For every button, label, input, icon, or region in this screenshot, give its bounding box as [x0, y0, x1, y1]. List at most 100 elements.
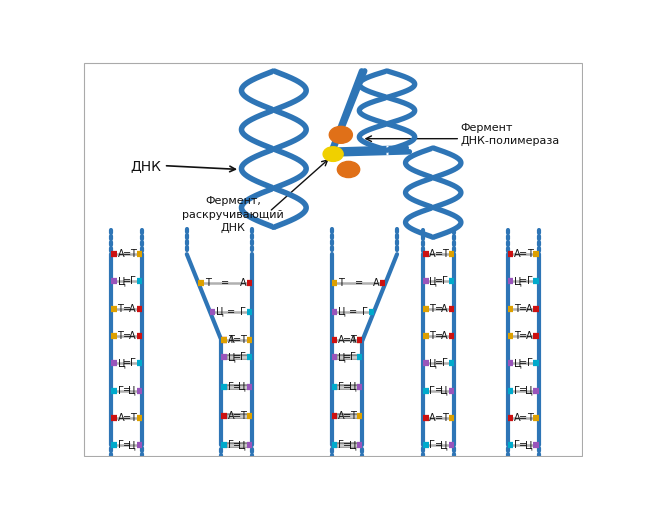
Text: Фермент
ДНК-полимераза: Фермент ДНК-полимераза — [460, 123, 560, 146]
Text: Г: Г — [526, 358, 532, 369]
Text: Т: Т — [338, 278, 344, 288]
Text: Т: Т — [430, 304, 436, 314]
Ellipse shape — [337, 161, 359, 177]
Text: А: А — [239, 278, 246, 288]
Text: Ц: Ц — [440, 440, 448, 450]
Text: А: А — [514, 249, 521, 259]
Text: А: А — [118, 249, 124, 259]
Text: =: = — [519, 304, 527, 314]
Text: Т: Т — [350, 411, 356, 421]
Text: =: = — [123, 277, 131, 286]
Text: =: = — [343, 381, 351, 392]
Text: =: = — [435, 413, 443, 423]
Text: Т: Т — [205, 278, 211, 288]
Text: А: А — [129, 331, 136, 341]
Text: =: = — [519, 331, 527, 341]
Text: Т: Т — [118, 304, 124, 314]
Text: Г: Г — [118, 386, 124, 396]
Text: =: = — [435, 331, 443, 341]
Text: =: = — [227, 307, 235, 317]
Text: Ц: Ц — [129, 386, 136, 396]
Text: Т: Т — [240, 411, 246, 421]
Text: =: = — [519, 358, 527, 369]
Text: А: А — [118, 413, 124, 423]
Text: =: = — [354, 278, 363, 288]
Text: Ц: Ц — [430, 358, 437, 369]
Text: =: = — [519, 440, 527, 450]
Text: =: = — [435, 277, 443, 286]
Text: Г: Г — [130, 277, 136, 286]
Text: Т: Т — [130, 249, 136, 259]
Text: Т: Т — [350, 336, 356, 345]
Text: =: = — [519, 249, 527, 259]
Text: Ц: Ц — [227, 353, 235, 362]
Text: =: = — [233, 411, 241, 421]
Text: Г: Г — [442, 277, 448, 286]
Ellipse shape — [323, 147, 343, 161]
Text: А: А — [430, 249, 436, 259]
Text: =: = — [519, 386, 527, 396]
Text: Г: Г — [430, 386, 436, 396]
Text: Т: Т — [526, 413, 532, 423]
Text: А: А — [526, 304, 532, 314]
Text: =: = — [233, 336, 241, 345]
Text: =: = — [343, 411, 351, 421]
Text: Т: Т — [227, 336, 233, 345]
Text: =: = — [343, 336, 351, 345]
Text: =: = — [435, 358, 443, 369]
Text: =: = — [123, 440, 131, 450]
Text: Г: Г — [514, 440, 520, 450]
Text: Ц: Ц — [440, 386, 448, 396]
Text: Г: Г — [526, 277, 532, 286]
Text: Г: Г — [118, 440, 124, 450]
Text: Ц: Ц — [239, 440, 246, 450]
Text: Т: Т — [430, 331, 436, 341]
Text: Т: Т — [240, 336, 246, 345]
Text: А: А — [227, 411, 234, 421]
Text: Ц: Ц — [514, 277, 522, 286]
Text: =: = — [123, 331, 131, 341]
Text: Т: Т — [442, 249, 448, 259]
Text: =: = — [435, 249, 443, 259]
Text: А: А — [227, 336, 234, 345]
Text: А: А — [129, 304, 136, 314]
Text: =: = — [435, 386, 443, 396]
Text: =: = — [348, 307, 357, 317]
Text: Т: Т — [514, 331, 520, 341]
Text: Ц: Ц — [338, 353, 345, 362]
Text: А: А — [338, 336, 344, 345]
Text: Г: Г — [362, 307, 368, 317]
Text: Г: Г — [130, 358, 136, 369]
Text: =: = — [123, 358, 131, 369]
Text: =: = — [435, 304, 443, 314]
Text: А: А — [526, 331, 532, 341]
Text: А: А — [338, 411, 344, 421]
Text: =: = — [519, 277, 527, 286]
Text: Т: Т — [514, 304, 520, 314]
Text: Ц: Ц — [348, 381, 356, 392]
Text: Г: Г — [442, 358, 448, 369]
Text: Ц: Ц — [514, 358, 522, 369]
Text: =: = — [343, 440, 351, 450]
Text: А: А — [430, 413, 436, 423]
Text: Т: Т — [130, 413, 136, 423]
Text: Ц: Ц — [129, 440, 136, 450]
Text: Ц: Ц — [348, 440, 356, 450]
Text: =: = — [123, 249, 131, 259]
Text: Г: Г — [227, 440, 233, 450]
Text: Т: Т — [442, 413, 448, 423]
Text: =: = — [519, 413, 527, 423]
Text: А: А — [350, 336, 356, 345]
Text: =: = — [233, 353, 241, 362]
Text: Т: Т — [526, 249, 532, 259]
Text: Ц: Ц — [216, 307, 224, 317]
Text: ДНК: ДНК — [131, 159, 161, 173]
Text: Т: Т — [118, 331, 124, 341]
Ellipse shape — [330, 126, 352, 143]
Text: =: = — [123, 413, 131, 423]
Text: Г: Г — [338, 440, 344, 450]
Text: Г: Г — [514, 386, 520, 396]
Text: =: = — [233, 381, 241, 392]
Text: Г: Г — [430, 440, 436, 450]
Text: Ц: Ц — [118, 358, 125, 369]
